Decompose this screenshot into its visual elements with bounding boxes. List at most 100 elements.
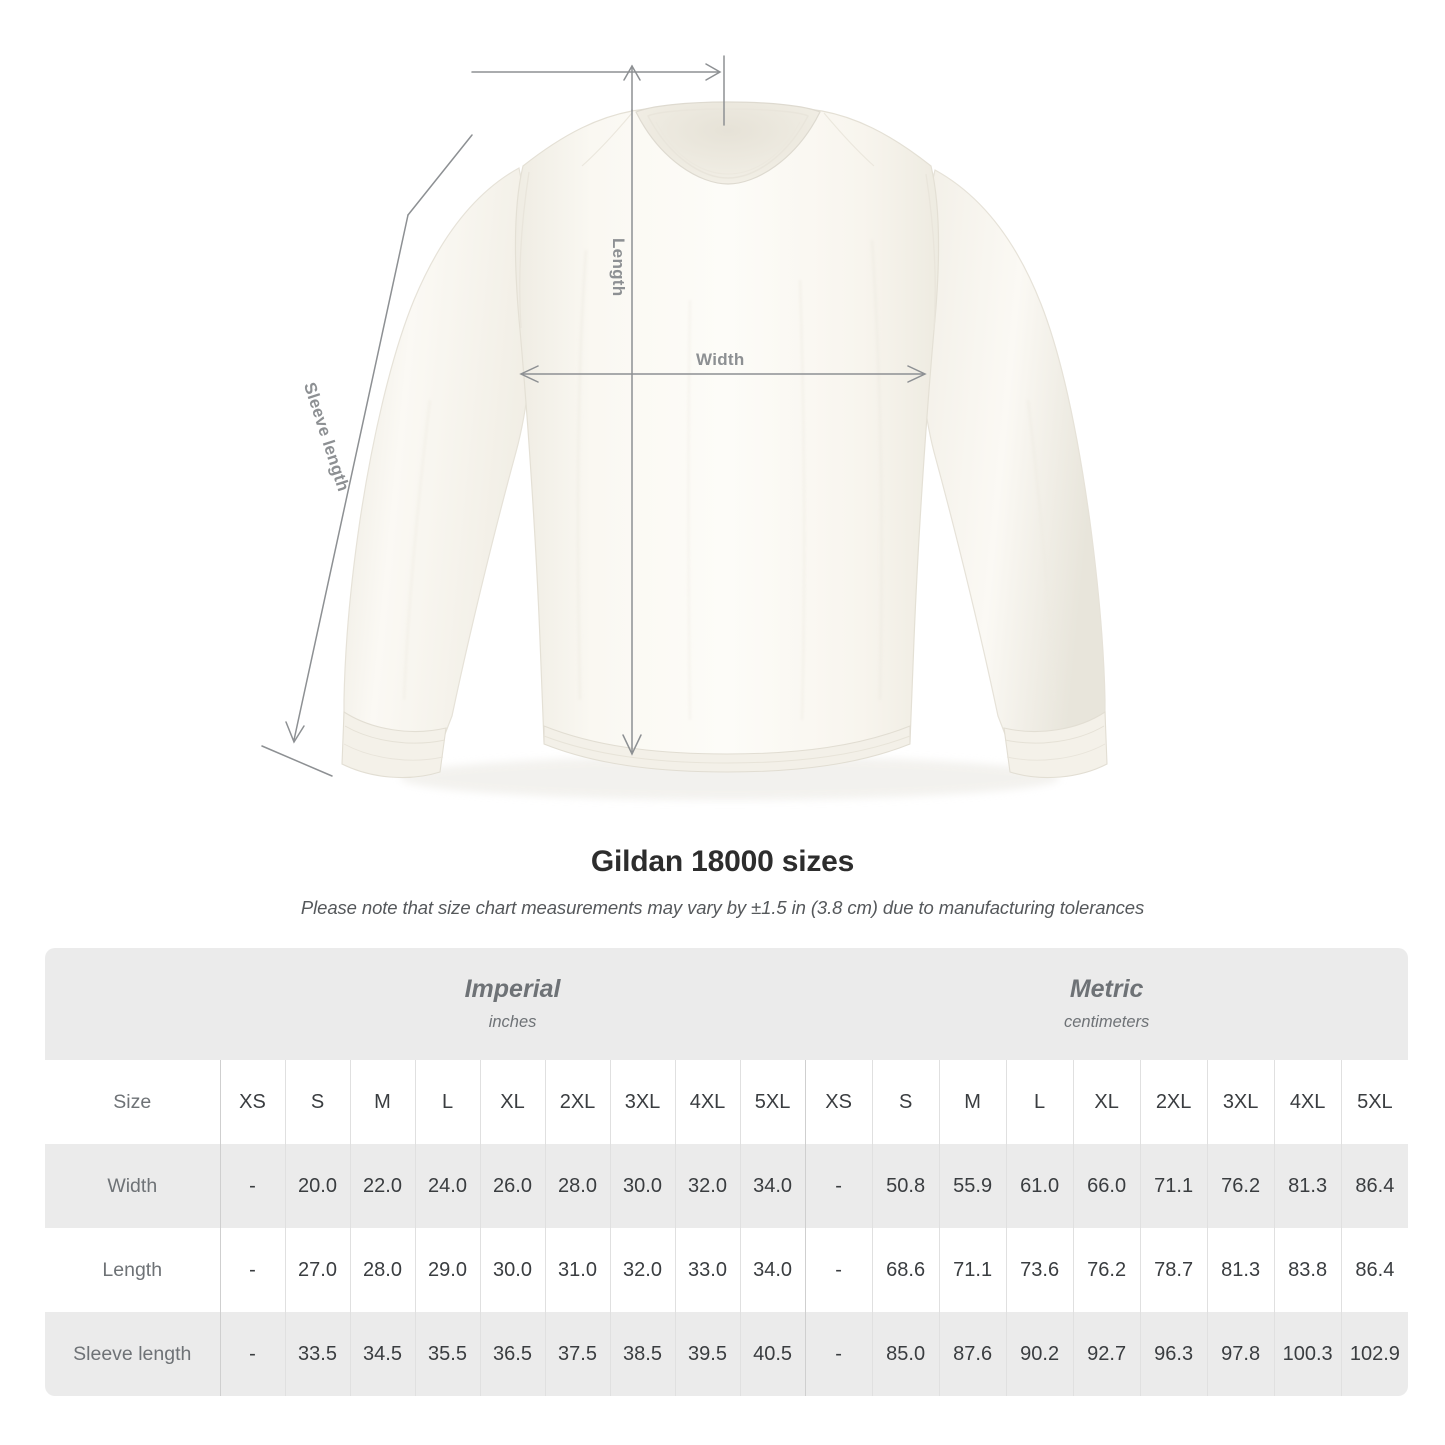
table-cell: 76.2	[1072, 1228, 1141, 1312]
size-col-metric-4xl: 4XL	[1273, 1060, 1342, 1144]
table-cell: 32.0	[674, 1144, 740, 1228]
size-col-imperial-xs: XS	[219, 1060, 285, 1144]
table-cell: 86.4	[1340, 1144, 1409, 1228]
measurement-lines	[261, 55, 927, 777]
size-col-metric-5xl: 5XL	[1340, 1060, 1409, 1144]
right-cuff	[1003, 710, 1108, 779]
size-chart-table: Imperial inches Metric centimeters Size …	[45, 948, 1409, 1396]
size-col-metric-xs: XS	[804, 1060, 873, 1144]
table-cell: 55.9	[938, 1144, 1007, 1228]
size-header-row: Size XS S M L XL 2XL 3XL 4XL 5XL XS S M …	[45, 1060, 1409, 1144]
page-title: Gildan 18000 sizes	[590, 845, 855, 878]
table-row: Width - 20.0 22.0 24.0 26.0 28.0 30.0 32…	[45, 1144, 1409, 1228]
table-cell: 85.0	[871, 1312, 940, 1396]
shoulder-arrowhead	[623, 64, 641, 81]
table-cell: 87.6	[938, 1312, 1007, 1396]
table-cell: 32.0	[609, 1228, 675, 1312]
table-cell: 20.0	[284, 1144, 350, 1228]
unit-header-imperial: Imperial inches	[220, 948, 806, 1060]
table-cell: 39.5	[674, 1312, 740, 1396]
table-cell: 66.0	[1072, 1144, 1141, 1228]
row-label-sleeve-length: Sleeve length	[73, 1342, 192, 1365]
table-cell: 33.0	[674, 1228, 740, 1312]
left-cuff	[341, 711, 447, 779]
table-row: Length - 27.0 28.0 29.0 30.0 31.0 32.0 3…	[45, 1228, 1409, 1312]
title-block: Gildan 18000 sizes Please note that size…	[0, 845, 1445, 919]
table-cell: 31.0	[544, 1228, 610, 1312]
sleeve-leader-upper	[407, 134, 473, 216]
width-label: Width	[696, 350, 745, 369]
size-col-metric-s: S	[871, 1060, 940, 1144]
size-col-imperial-s: S	[284, 1060, 350, 1144]
table-cell: 30.0	[609, 1144, 675, 1228]
table-cell: 50.8	[871, 1144, 940, 1228]
table-cell: -	[804, 1312, 873, 1396]
sleeve-length-end-tick	[261, 745, 333, 777]
table-cell: 40.5	[739, 1312, 806, 1396]
size-col-metric-3xl: 3XL	[1206, 1060, 1275, 1144]
unit-name-imperial: Imperial	[464, 974, 561, 1003]
unit-header-row: Imperial inches Metric centimeters	[45, 948, 1409, 1060]
size-col-imperial-l: L	[414, 1060, 480, 1144]
table-cell: 38.5	[609, 1312, 675, 1396]
table-cell: -	[804, 1228, 873, 1312]
size-col-metric-l: L	[1005, 1060, 1074, 1144]
collar-rib	[647, 108, 809, 179]
table-cell: 35.5	[414, 1312, 480, 1396]
table-cell: 26.0	[479, 1144, 545, 1228]
size-col-imperial-3xl: 3XL	[609, 1060, 675, 1144]
table-cell: 96.3	[1139, 1312, 1208, 1396]
table-cell: 34.5	[349, 1312, 415, 1396]
table-cell: 34.0	[739, 1228, 806, 1312]
length-arrowhead-bottom	[622, 734, 642, 756]
unit-sub-metric: centimeters	[1064, 1013, 1150, 1032]
size-header-label: Size	[113, 1090, 152, 1113]
width-arrowhead-right	[907, 365, 927, 383]
table-cell: -	[219, 1144, 285, 1228]
size-col-imperial-xl: XL	[479, 1060, 545, 1144]
table-cell: 30.0	[479, 1228, 545, 1312]
hem-ribbing	[543, 725, 911, 773]
table-cell: 24.0	[414, 1144, 480, 1228]
size-col-metric-m: M	[938, 1060, 1007, 1144]
garment-diagram: Length Width Sleeve length	[261, 55, 1108, 800]
table-cell: 27.0	[284, 1228, 350, 1312]
size-col-metric-xl: XL	[1072, 1060, 1141, 1144]
table-cell: 86.4	[1340, 1228, 1409, 1312]
length-label: Length	[609, 238, 628, 297]
size-col-imperial-5xl: 5XL	[739, 1060, 806, 1144]
table-cell: 61.0	[1005, 1144, 1074, 1228]
table-cell: 68.6	[871, 1228, 940, 1312]
table-cell: 37.5	[544, 1312, 610, 1396]
left-armhole-seam	[519, 171, 530, 329]
table-cell: 81.3	[1206, 1228, 1275, 1312]
table-cell: -	[219, 1312, 285, 1396]
garment-shadow	[400, 756, 1060, 800]
table-row: Sleeve length - 33.5 34.5 35.5 36.5 37.5…	[45, 1312, 1409, 1396]
width-arrowhead-left	[519, 365, 539, 383]
sweatshirt-illustration	[261, 55, 1108, 800]
table-cell: 83.8	[1273, 1228, 1342, 1312]
table-cell: 73.6	[1005, 1228, 1074, 1312]
table-cell: 97.8	[1206, 1312, 1275, 1396]
table-cell: 71.1	[938, 1228, 1007, 1312]
size-col-metric-2xl: 2XL	[1139, 1060, 1208, 1144]
size-col-imperial-m: M	[349, 1060, 415, 1144]
table-cell: 28.0	[544, 1144, 610, 1228]
size-col-imperial-2xl: 2XL	[544, 1060, 610, 1144]
table-cell: 78.7	[1139, 1228, 1208, 1312]
sleeve-leader-diag	[408, 72, 472, 215]
sleeve-length-arrowhead	[285, 721, 305, 744]
table-cell: 28.0	[349, 1228, 415, 1312]
row-label-length: Length	[102, 1258, 163, 1281]
left-sleeve	[343, 167, 534, 745]
row-label-width: Width	[107, 1174, 158, 1197]
table-cell: 90.2	[1005, 1312, 1074, 1396]
fabric-folds	[402, 239, 1056, 721]
table-cell: 22.0	[349, 1144, 415, 1228]
sleeve-leader-arrowhead	[705, 63, 722, 81]
tolerance-note: Please note that size chart measurements…	[300, 897, 1145, 918]
table-cell: 71.1	[1139, 1144, 1208, 1228]
sleeve-length-line	[293, 214, 409, 741]
table-cell: 76.2	[1206, 1144, 1275, 1228]
